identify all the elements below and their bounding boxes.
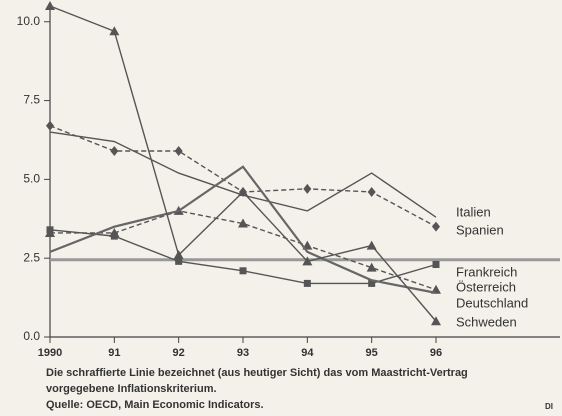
marker (109, 227, 120, 237)
y-tick-label: 7.5 (23, 93, 40, 107)
y-tick-label: 5.0 (23, 172, 40, 186)
x-tick-label: 93 (237, 347, 249, 359)
marker (45, 227, 55, 237)
marker (303, 183, 312, 194)
marker (431, 316, 441, 326)
caption-line: vorgegebene Inflationskriterium. (46, 383, 217, 395)
marker (174, 146, 183, 157)
legend-label: Frankreich (456, 264, 517, 279)
x-tick-label: 1990 (38, 347, 62, 359)
caption-line: Quelle: OECD, Main Economic Indicators. (46, 399, 264, 411)
x-tick-label: 95 (366, 347, 378, 359)
series-line (49, 229, 437, 285)
marker (302, 256, 313, 266)
legend-label: Italien (456, 204, 491, 219)
marker (46, 120, 54, 131)
marker (109, 26, 120, 36)
marker (175, 257, 183, 265)
y-tick-label: 2.5 (23, 250, 40, 264)
marker (432, 221, 440, 232)
marker (366, 262, 377, 272)
series-line (49, 131, 437, 218)
marker (238, 218, 248, 228)
marker (173, 250, 184, 260)
marker (239, 267, 247, 275)
series-line (49, 165, 437, 294)
source-mark: DI (545, 402, 553, 411)
marker (303, 279, 311, 287)
x-tick-label: 91 (108, 347, 120, 359)
marker (432, 260, 440, 268)
legend-label: Österreich (456, 279, 516, 294)
marker (238, 186, 248, 196)
x-tick-label: 96 (430, 347, 442, 359)
marker (45, 1, 55, 10)
legend-label: Deutschland (456, 295, 528, 310)
marker (367, 186, 376, 197)
y-tick-label: 10.0 (17, 14, 41, 28)
marker (110, 146, 119, 157)
marker (366, 240, 377, 250)
caption-line: Die schraffierte Linie bezeichnet (aus h… (46, 367, 468, 379)
y-tick-label: 0.0 (23, 329, 40, 343)
legend-label: Spanien (456, 222, 504, 237)
legend-label: Schweden (456, 314, 517, 329)
x-tick-label: 94 (301, 347, 314, 359)
marker (368, 279, 376, 287)
x-tick-label: 92 (173, 347, 185, 359)
